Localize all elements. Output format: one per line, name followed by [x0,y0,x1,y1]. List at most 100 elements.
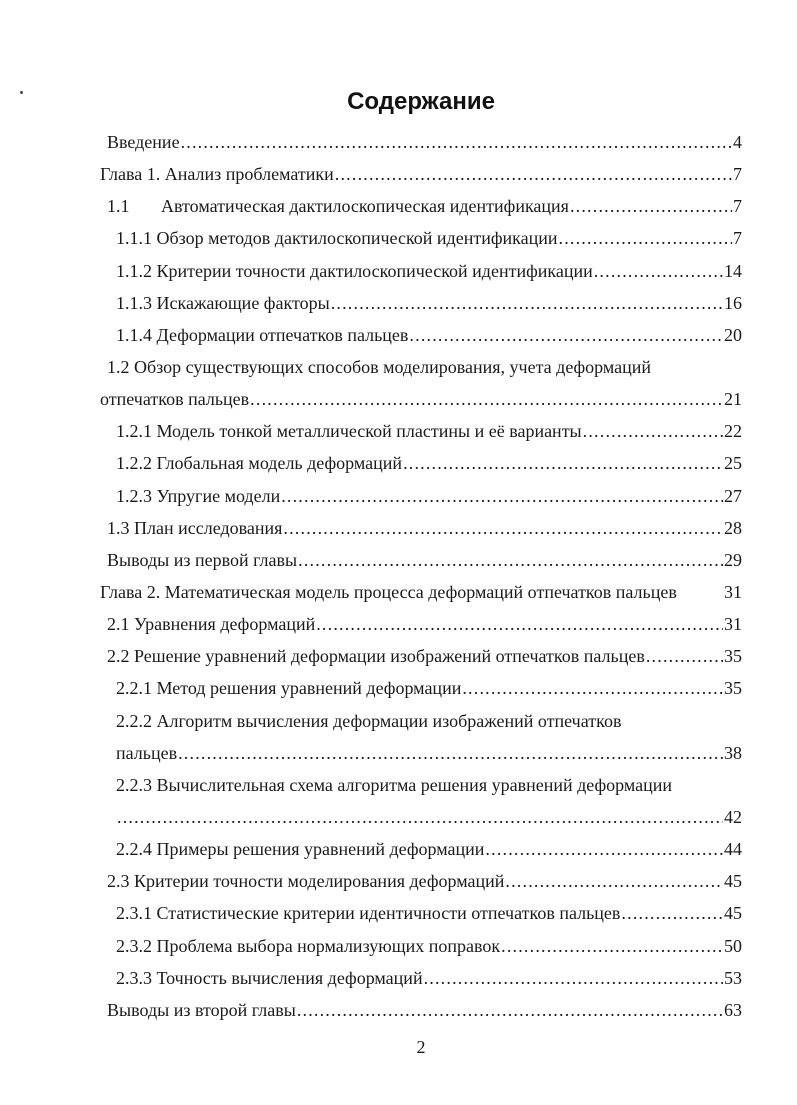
toc-page-number: 29 [724,549,742,570]
toc-page-number: 42 [724,806,742,827]
toc-entry: 1.2 Обзор существующих способов моделиро… [100,351,742,383]
toc-dot-leader [335,158,732,190]
toc-page-number: 7 [733,164,742,185]
toc-entry: 2.3.1 Статистические критерии идентичнос… [100,897,742,929]
toc-page-number: 45 [724,871,742,892]
toc-entry: 1.1 Автоматическая дактилоскопическая ид… [100,190,742,222]
toc-entry-text: 2.1 Уравнения деформаций [107,614,316,635]
toc-entry: Выводы из первой главы 29 [100,544,742,576]
toc-entry-text: 1.1 Автоматическая дактилоскопическая ид… [107,196,569,217]
toc-entry-text: 2.3.3 Точность вычисления деформаций [116,967,423,988]
toc-page-number: 31 [724,581,742,602]
toc-dot-leader [501,930,723,962]
toc-entry: 1.3 План исследования 28 [100,512,742,544]
toc-entry-text: 2.3.1 Статистические критерии идентичнос… [116,903,621,924]
toc-entry-text: 2.3.2 Проблема выбора нормализующих попр… [116,935,501,956]
toc-dot-leader [316,608,723,640]
toc-entry-text: пальцев [116,742,178,763]
page-title: Содержание [347,88,495,115]
toc-dot-leader [621,897,723,929]
toc-dot-leader [583,415,723,447]
toc-entry-text: 2.2.4 Примеры решения уравнений деформац… [116,839,485,860]
toc-dot-leader [297,994,723,1026]
toc-page-number: 16 [724,292,742,313]
toc-entry: 1.1.4 Деформации отпечатков пальцев 20 [100,319,742,351]
toc-entry-text: Выводы из первой главы [107,549,298,570]
toc-entry-text: 1.1.1 Обзор методов дактилоскопической и… [116,228,558,249]
toc-dot-leader [250,383,723,415]
toc-entry-text: 1.2.2 Глобальная модель деформаций [116,453,403,474]
toc-page-number: 14 [724,260,742,281]
toc-entry: отпечатков пальцев 21 [100,383,742,415]
toc-entry-text: 1.3 План исследования [107,517,283,538]
toc-entry-text: Выводы из второй главы [107,999,296,1020]
toc-entry-text: 2.2.2 Алгоритм вычисления деформации изо… [116,710,622,731]
toc-entry-text: отпечатков пальцев [100,389,250,410]
toc-dot-leader [331,287,723,319]
toc-entry-text: 1.2 Обзор существующих способов моделиро… [107,356,652,377]
toc-entry: Выводы из второй главы 63 [100,994,742,1026]
toc-page-number: 25 [724,453,742,474]
toc-entry-text: 2.3 Критерии точности моделирования дефо… [107,871,505,892]
toc-entry: 2.2.4 Примеры решения уравнений деформац… [100,833,742,865]
toc-entry: 1.1.1 Обзор методов дактилоскопической и… [100,222,742,254]
toc-dot-leader [559,222,733,254]
toc-dot-leader [178,737,723,769]
toc-entry: 2.2.2 Алгоритм вычисления деформации изо… [100,705,742,737]
toc-entry: Глава 2. Математическая модель процесса … [100,576,742,608]
toc-entry-text: 1.1.3 Искажающие факторы [116,292,330,313]
toc-page-number: 4 [733,132,742,152]
toc-dot-leader [570,190,732,222]
toc-dot-leader [117,801,723,833]
toc-entry-text: 1.2.1 Модель тонкой металлической пласти… [116,421,582,442]
toc-page-number: 53 [724,967,742,988]
toc-dot-leader [409,319,723,351]
toc-entry-text: 2.2.3 Вычислительная схема алгоритма реш… [116,774,673,795]
toc-entry: 2.2.3 Вычислительная схема алгоритма реш… [100,769,742,801]
toc-dot-leader [298,544,723,576]
toc-page-number: 45 [724,903,742,924]
toc-entry-text: 1.2.3 Упругие модели [116,485,281,506]
toc-page-number: 38 [724,742,742,763]
toc-dot-leader [462,672,723,704]
toc-entry-text: 1.1.4 Деформации отпечатков пальцев [116,324,409,345]
toc-dot-leader [283,512,723,544]
toc-entry-text: 2.2 Решение уравнений деформации изображ… [107,646,645,667]
toc-dot-leader [281,480,723,512]
toc-entry: 1.1.2 Критерии точности дактилоскопическ… [100,255,742,287]
toc-page-number: 27 [724,485,742,506]
toc-entry: пальцев 38 [100,737,742,769]
toc-entry: 42 [100,801,742,833]
toc-page-number: 28 [724,517,742,538]
toc-entry: Глава 1. Анализ проблематики 7 [100,158,742,190]
toc-page-number: 44 [724,839,742,860]
toc-entry: 1.1.3 Искажающие факторы 16 [100,287,742,319]
toc-dot-leader [646,640,723,672]
table-of-contents: Введение 4 Глава 1. Анализ проблематики … [100,126,742,1026]
toc-dot-leader [403,447,723,479]
toc-page-number: 63 [724,999,742,1020]
toc-dot-leader [594,255,723,287]
toc-dot-leader [181,126,732,158]
toc-entry-text: 2.2.1 Метод решения уравнений деформации [116,678,462,699]
toc-entry-text: Глава 2. Математическая модель процесса … [100,581,677,602]
scan-artifact-dot [20,91,23,94]
toc-entry: 2.1 Уравнения деформаций 31 [100,608,742,640]
toc-page-number: 7 [733,196,742,217]
toc-entry-text: Глава 1. Анализ проблематики [100,164,334,185]
toc-entry: 2.3 Критерии точности моделирования дефо… [100,865,742,897]
toc-entry: 2.3.3 Точность вычисления деформаций 53 [100,962,742,994]
toc-entry: 1.2.3 Упругие модели 27 [100,480,742,512]
toc-dot-leader [424,962,723,994]
toc-page-number: 50 [724,935,742,956]
footer-page-number: 2 [416,1037,426,1057]
toc-page-number: 31 [724,614,742,635]
toc-dot-leader [485,833,723,865]
toc-page-number: 20 [724,324,742,345]
toc-entry: 2.2.1 Метод решения уравнений деформации… [100,672,742,704]
toc-dot-leader [505,865,723,897]
toc-page-number: 35 [724,678,742,699]
toc-entry: 1.2.2 Глобальная модель деформаций 25 [100,447,742,479]
toc-entry: 1.2.1 Модель тонкой металлической пласти… [100,415,742,447]
